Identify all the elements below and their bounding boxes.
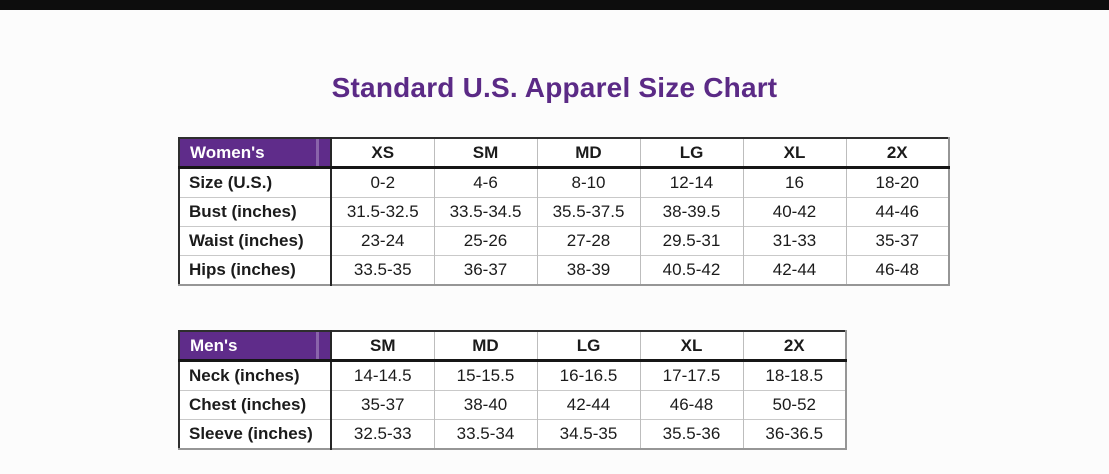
size-value-cell: 34.5-35 xyxy=(536,419,640,449)
size-value-cell: 16-16.5 xyxy=(536,360,640,391)
mens-row-sleeve: Sleeve (inches) 32.5-33 33.5-34 34.5-35 … xyxy=(179,419,846,449)
size-value-cell: 35.5-37.5 xyxy=(536,197,640,227)
size-value-cell: 40.5-42 xyxy=(639,255,743,285)
womens-row-size: Size (U.S.) 0-2 4-6 8-10 12-14 16 18-20 xyxy=(179,167,949,198)
mens-header-row: Men's SM MD LG XL 2X xyxy=(179,331,846,362)
size-value-cell: 44-46 xyxy=(845,197,949,227)
size-value-cell: 38-40 xyxy=(433,390,537,420)
size-value-cell: 36-36.5 xyxy=(742,419,846,449)
size-value-cell: 18-20 xyxy=(845,167,949,198)
size-value-cell: 4-6 xyxy=(433,167,537,198)
size-value-cell: 40-42 xyxy=(742,197,846,227)
mens-size-table: Men's SM MD LG XL 2X Neck (inches) 14-14… xyxy=(178,330,847,450)
womens-size-table: Women's XS SM MD LG XL 2X Size (U.S.) 0-… xyxy=(178,137,950,286)
size-value-cell: 33.5-34 xyxy=(433,419,537,449)
womens-table-corner-cell: Women's xyxy=(179,138,332,169)
size-value-cell: 46-48 xyxy=(639,390,743,420)
size-value-cell: 35.5-36 xyxy=(639,419,743,449)
womens-col-md: MD xyxy=(536,138,640,169)
womens-col-xs: XS xyxy=(330,138,434,169)
size-value-cell: 27-28 xyxy=(536,226,640,256)
top-black-bar xyxy=(0,0,1109,10)
size-value-cell: 0-2 xyxy=(330,167,434,198)
row-label-chest: Chest (inches) xyxy=(179,390,332,420)
size-value-cell: 12-14 xyxy=(639,167,743,198)
size-value-cell: 31.5-32.5 xyxy=(330,197,434,227)
mens-col-lg: LG xyxy=(536,331,640,362)
womens-col-2x: 2X xyxy=(845,138,949,169)
row-label-size-us: Size (U.S.) xyxy=(179,167,332,198)
mens-table-corner-cell: Men's xyxy=(179,331,332,362)
womens-col-lg: LG xyxy=(639,138,743,169)
page-title: Standard U.S. Apparel Size Chart xyxy=(331,72,778,103)
womens-col-xl: XL xyxy=(742,138,846,169)
size-value-cell: 36-37 xyxy=(433,255,537,285)
womens-row-waist: Waist (inches) 23-24 25-26 27-28 29.5-31… xyxy=(179,226,949,256)
mens-col-sm: SM xyxy=(330,331,434,362)
mens-row-neck: Neck (inches) 14-14.5 15-15.5 16-16.5 17… xyxy=(179,360,846,391)
mens-row-chest: Chest (inches) 35-37 38-40 42-44 46-48 5… xyxy=(179,390,846,420)
size-value-cell: 33.5-34.5 xyxy=(433,197,537,227)
size-value-cell: 15-15.5 xyxy=(433,360,537,391)
size-value-cell: 16 xyxy=(742,167,846,198)
size-value-cell: 42-44 xyxy=(742,255,846,285)
size-value-cell: 33.5-35 xyxy=(330,255,434,285)
size-value-cell: 35-37 xyxy=(845,226,949,256)
size-value-cell: 50-52 xyxy=(742,390,846,420)
mens-col-2x: 2X xyxy=(742,331,846,362)
size-value-cell: 23-24 xyxy=(330,226,434,256)
size-value-cell: 31-33 xyxy=(742,226,846,256)
size-value-cell: 38-39.5 xyxy=(639,197,743,227)
size-value-cell: 38-39 xyxy=(536,255,640,285)
size-value-cell: 42-44 xyxy=(536,390,640,420)
womens-row-bust: Bust (inches) 31.5-32.5 33.5-34.5 35.5-3… xyxy=(179,197,949,227)
size-value-cell: 17-17.5 xyxy=(639,360,743,391)
size-value-cell: 32.5-33 xyxy=(330,419,434,449)
size-value-cell: 25-26 xyxy=(433,226,537,256)
size-value-cell: 14-14.5 xyxy=(330,360,434,391)
row-label-hips: Hips (inches) xyxy=(179,255,332,285)
size-value-cell: 8-10 xyxy=(536,167,640,198)
row-label-waist: Waist (inches) xyxy=(179,226,332,256)
size-value-cell: 29.5-31 xyxy=(639,226,743,256)
row-label-bust: Bust (inches) xyxy=(179,197,332,227)
womens-row-hips: Hips (inches) 33.5-35 36-37 38-39 40.5-4… xyxy=(179,255,949,285)
size-value-cell: 35-37 xyxy=(330,390,434,420)
row-label-neck: Neck (inches) xyxy=(179,360,332,391)
womens-header-row: Women's XS SM MD LG XL 2X xyxy=(179,138,949,169)
womens-col-sm: SM xyxy=(433,138,537,169)
mens-col-xl: XL xyxy=(639,331,743,362)
size-value-cell: 46-48 xyxy=(845,255,949,285)
mens-col-md: MD xyxy=(433,331,537,362)
size-value-cell: 18-18.5 xyxy=(742,360,846,391)
row-label-sleeve: Sleeve (inches) xyxy=(179,419,332,449)
